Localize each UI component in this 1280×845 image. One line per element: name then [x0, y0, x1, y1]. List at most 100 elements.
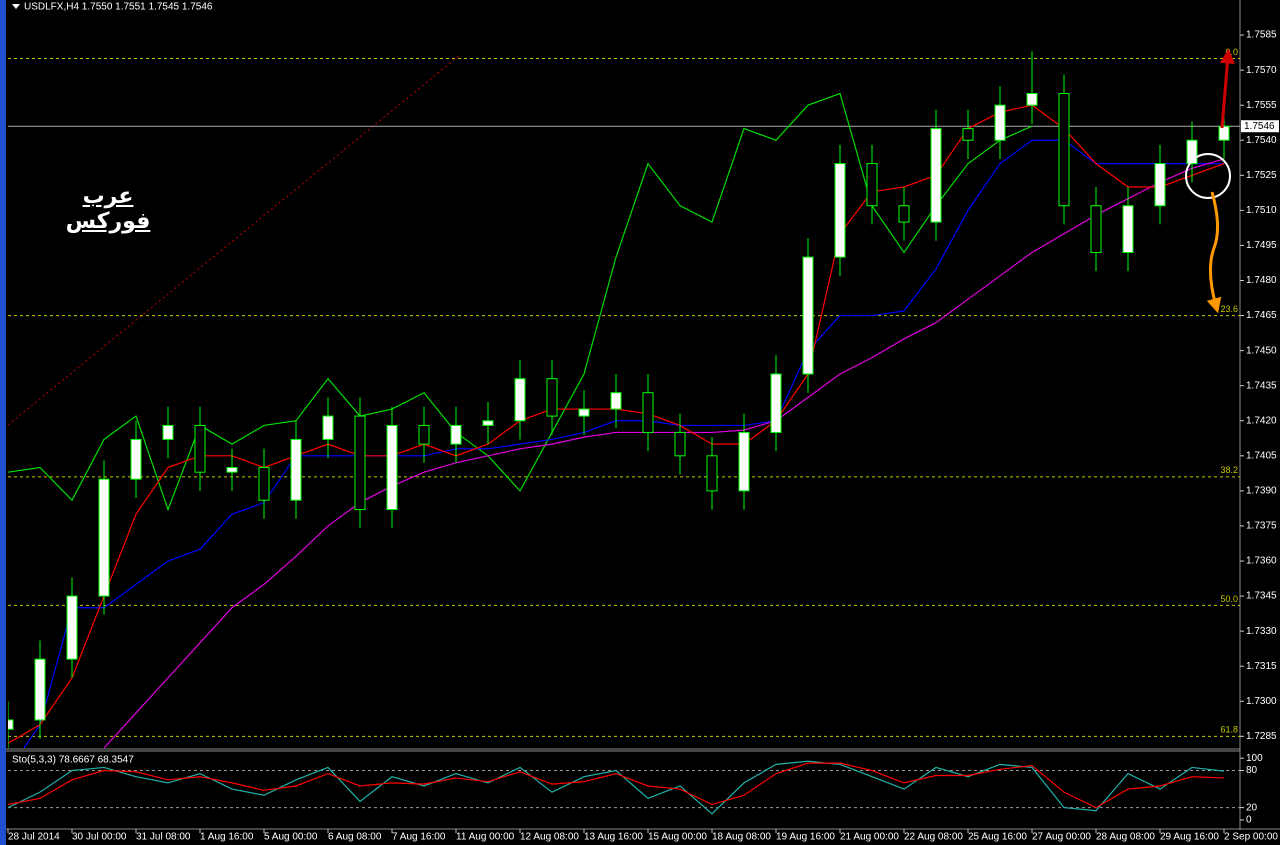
fib-label: 23.6 — [1220, 304, 1238, 314]
candle-body — [1058, 93, 1070, 207]
y-tick-label: 1.7540 — [1246, 135, 1277, 146]
current-price-box — [1241, 120, 1279, 133]
x-tick-label: 22 Aug 08:00 — [904, 832, 963, 843]
x-tick-label: 28 Jul 2014 — [8, 832, 60, 843]
y-tick-label: 1.7285 — [1246, 731, 1277, 742]
menu-triangle — [12, 4, 20, 9]
candle-body — [258, 467, 270, 501]
window-edge — [0, 0, 6, 845]
y-tick-label: 0 — [1246, 815, 1252, 826]
candle-body — [290, 438, 302, 501]
candle-body — [610, 392, 622, 410]
candle-body — [354, 415, 366, 511]
indicator-line — [8, 92, 1033, 512]
x-tick-label: 29 Aug 16:00 — [1160, 832, 1219, 843]
candle-body — [34, 658, 46, 721]
indicator-line — [8, 762, 1225, 809]
fib-label: 61.8 — [1220, 725, 1238, 735]
candle-body — [802, 256, 814, 375]
indicator-title: Sto(5,3,3) 78.6667 68.3547 — [12, 755, 134, 766]
candle-body — [226, 467, 238, 473]
x-tick-label: 21 Aug 00:00 — [840, 832, 899, 843]
highlight-circle — [1185, 153, 1231, 199]
x-tick-label: 5 Aug 00:00 — [264, 832, 318, 843]
candle-body — [1026, 93, 1038, 106]
candle-body — [834, 163, 846, 258]
y-tick-label: 1.7555 — [1246, 100, 1277, 111]
candle-body — [674, 431, 686, 457]
fib-label: 50.0 — [1220, 594, 1238, 604]
candle-body — [1154, 163, 1166, 207]
x-tick-label: 6 Aug 08:00 — [328, 832, 382, 843]
y-tick-label: 1.7495 — [1246, 240, 1277, 251]
candle-body — [514, 378, 526, 422]
y-tick-label: 1.7390 — [1246, 486, 1277, 497]
candle-body — [322, 415, 334, 440]
x-tick-label: 15 Aug 00:00 — [648, 832, 707, 843]
y-tick-label: 1.7375 — [1246, 521, 1277, 532]
indicator-line — [103, 158, 1225, 748]
chart-title: USDLFX,H4 1.7550 1.7551 1.7545 1.7546 — [24, 2, 213, 13]
y-tick-label: 1.7315 — [1246, 661, 1277, 672]
candle-body — [450, 424, 462, 445]
candle-body — [898, 205, 910, 223]
indicator-line — [23, 139, 1224, 748]
candle-body — [1090, 205, 1102, 253]
y-tick-label: 80 — [1246, 765, 1258, 776]
x-tick-label: 2 Sep 00:00 — [1224, 832, 1278, 843]
candle-body — [8, 719, 14, 730]
stochastic-panel — [8, 760, 1240, 815]
candle-body — [770, 373, 782, 433]
x-tick-label: 19 Aug 16:00 — [776, 832, 835, 843]
candle-body — [386, 424, 398, 511]
watermark: عرب فوركس — [65, 184, 151, 234]
x-tick-label: 1 Aug 16:00 — [200, 832, 254, 843]
y-tick-label: 1.7300 — [1246, 696, 1277, 707]
y-tick-label: 1.7345 — [1246, 591, 1277, 602]
candle-body — [194, 424, 206, 473]
x-tick-label: 13 Aug 16:00 — [584, 832, 643, 843]
x-tick-label: 11 Aug 00:00 — [456, 832, 515, 843]
current-price-label: 1.7546 — [1244, 121, 1275, 132]
candle-body — [962, 128, 974, 141]
x-tick-label: 28 Aug 08:00 — [1096, 832, 1155, 843]
y-tick-label: 1.7420 — [1246, 415, 1277, 426]
y-tick-label: 1.7360 — [1246, 556, 1277, 567]
candle-body — [578, 408, 590, 417]
y-tick-label: 1.7480 — [1246, 275, 1277, 286]
candle-body — [930, 128, 942, 223]
y-tick-label: 1.7525 — [1246, 170, 1277, 181]
y-tick-label: 100 — [1246, 753, 1263, 764]
indicator-line — [8, 760, 1225, 815]
candle-body — [706, 455, 718, 492]
y-tick-label: 1.7435 — [1246, 380, 1277, 391]
candle-body — [546, 378, 558, 417]
candle-body — [162, 424, 174, 440]
x-tick-label: 18 Aug 08:00 — [712, 832, 771, 843]
candle-body — [418, 424, 430, 445]
candle-body — [866, 163, 878, 207]
x-tick-label: 25 Aug 16:00 — [968, 832, 1027, 843]
candle-body — [130, 438, 142, 480]
y-tick-label: 1.7330 — [1246, 626, 1277, 637]
y-tick-label: 1.7405 — [1246, 450, 1277, 461]
y-tick-label: 1.7465 — [1246, 310, 1277, 321]
x-tick-label: 31 Jul 08:00 — [136, 832, 191, 843]
y-tick-label: 1.7585 — [1246, 30, 1277, 41]
fib-label: 0.0 — [1225, 47, 1238, 57]
y-tick-label: 20 — [1246, 802, 1258, 813]
y-tick-label: 1.7510 — [1246, 205, 1277, 216]
candle-body — [642, 392, 654, 433]
candle-body — [738, 431, 750, 492]
candle-body — [482, 420, 494, 426]
x-tick-label: 27 Aug 00:00 — [1032, 832, 1091, 843]
candle-body — [994, 104, 1006, 141]
y-tick-label: 1.7450 — [1246, 345, 1277, 356]
x-tick-label: 30 Jul 00:00 — [72, 832, 127, 843]
down-arrow — [1206, 191, 1222, 314]
candle-body — [66, 595, 78, 660]
x-tick-label: 12 Aug 08:00 — [520, 832, 579, 843]
candle-body — [98, 478, 110, 597]
